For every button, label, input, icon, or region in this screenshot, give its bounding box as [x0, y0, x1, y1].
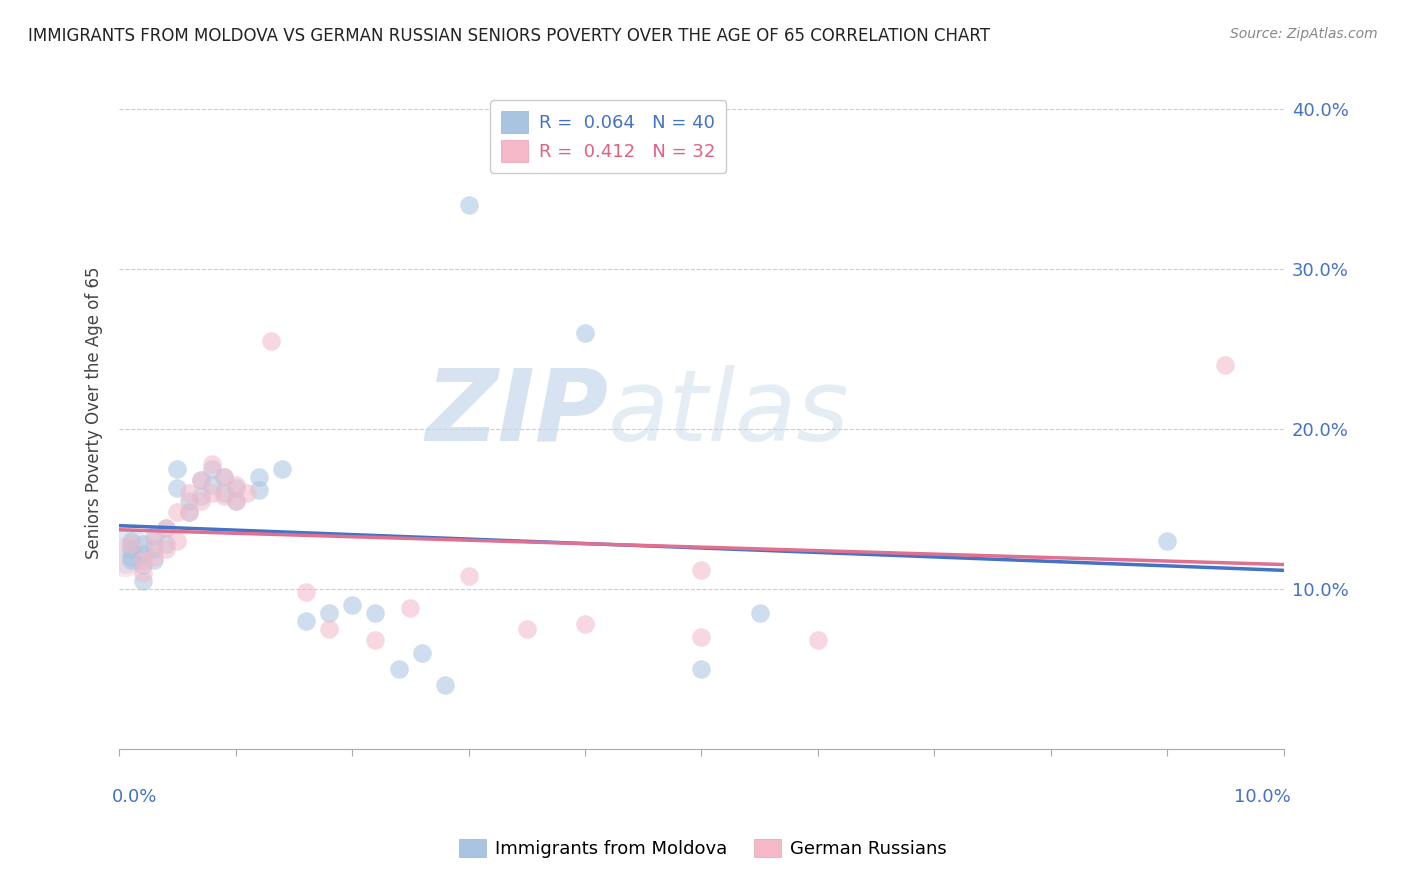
Point [120, 533, 142, 548]
Point [212, 470, 235, 484]
Point [271, 462, 294, 476]
Point [457, 198, 479, 212]
Point [516, 622, 538, 636]
Point [143, 533, 166, 548]
Point [166, 505, 188, 519]
Point [434, 678, 457, 692]
Point [166, 462, 188, 476]
Point [131, 566, 153, 580]
Point [131, 537, 153, 551]
Point [225, 494, 247, 508]
Point [212, 489, 235, 503]
Point [190, 473, 212, 487]
Point [190, 494, 212, 508]
Point [120, 553, 142, 567]
Point [399, 601, 422, 615]
Point [1215, 358, 1237, 372]
Point [457, 569, 479, 583]
Point [574, 617, 596, 632]
Point [166, 533, 188, 548]
Point [120, 549, 142, 564]
Point [340, 598, 363, 612]
Point [236, 486, 259, 500]
Text: atlas: atlas [609, 365, 849, 461]
Point [179, 486, 201, 500]
Point [225, 494, 247, 508]
Point [201, 478, 224, 492]
Point [212, 486, 235, 500]
Point [131, 574, 153, 588]
Point [155, 541, 177, 556]
Point [179, 505, 201, 519]
Point [807, 633, 830, 648]
Point [155, 521, 177, 535]
Point [690, 662, 713, 676]
Text: 10.0%: 10.0% [1234, 788, 1291, 805]
Point [201, 462, 224, 476]
Y-axis label: Seniors Poverty Over the Age of 65: Seniors Poverty Over the Age of 65 [86, 267, 103, 559]
Point [318, 606, 340, 620]
Point [155, 537, 177, 551]
Point [294, 585, 316, 599]
Point [143, 549, 166, 564]
Point [1156, 533, 1178, 548]
Text: IMMIGRANTS FROM MOLDOVA VS GERMAN RUSSIAN SENIORS POVERTY OVER THE AGE OF 65 COR: IMMIGRANTS FROM MOLDOVA VS GERMAN RUSSIA… [28, 27, 990, 45]
Point [574, 326, 596, 341]
Legend: Immigrants from Moldova, German Russians: Immigrants from Moldova, German Russians [451, 831, 955, 865]
Point [190, 473, 212, 487]
Point [201, 457, 224, 471]
Point [179, 505, 201, 519]
Point [114, 549, 136, 564]
Point [131, 547, 153, 561]
Point [166, 481, 188, 495]
Point [155, 521, 177, 535]
Point [212, 470, 235, 484]
Legend: R =  0.064   N = 40, R =  0.412   N = 32: R = 0.064 N = 40, R = 0.412 N = 32 [491, 100, 727, 173]
Point [364, 633, 387, 648]
Point [114, 541, 136, 556]
Point [364, 606, 387, 620]
Point [131, 553, 153, 567]
Point [247, 483, 270, 497]
Point [690, 563, 713, 577]
Point [190, 489, 212, 503]
Text: 0.0%: 0.0% [112, 788, 157, 805]
Point [143, 541, 166, 556]
Point [120, 541, 142, 556]
Point [225, 481, 247, 495]
Point [120, 537, 142, 551]
Text: Source: ZipAtlas.com: Source: ZipAtlas.com [1230, 27, 1378, 41]
Point [411, 646, 433, 660]
Point [143, 529, 166, 543]
Point [247, 470, 270, 484]
Point [225, 478, 247, 492]
Point [259, 334, 281, 348]
Point [690, 630, 713, 644]
Point [131, 558, 153, 572]
Point [143, 553, 166, 567]
Point [748, 606, 770, 620]
Text: ZIP: ZIP [425, 365, 609, 461]
Point [294, 614, 316, 628]
Point [388, 662, 411, 676]
Point [318, 622, 340, 636]
Point [179, 494, 201, 508]
Point [201, 486, 224, 500]
